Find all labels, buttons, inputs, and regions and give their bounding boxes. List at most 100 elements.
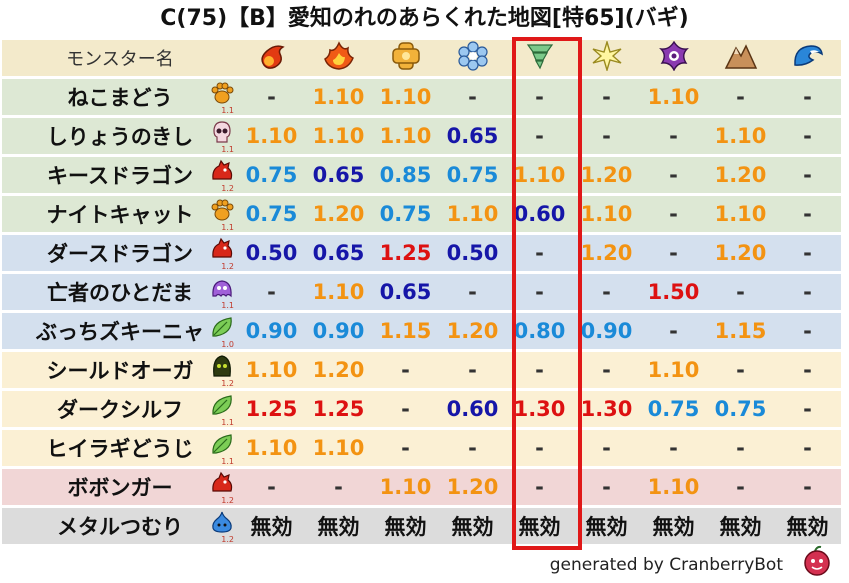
resistance-value-cell: -	[774, 388, 841, 429]
resistance-value-cell: 1.10	[305, 115, 372, 156]
header-row: モンスター名	[2, 37, 841, 78]
resistance-value-cell: 0.75	[238, 154, 305, 195]
resistance-value-cell: 0.90	[573, 310, 640, 351]
resistance-value-cell: 1.10	[305, 271, 372, 312]
monster-name-cell: メタルつむり 1.2	[2, 505, 238, 544]
table-row: ボボンガー 1.2- -1.10 1.20- -1.10- -	[2, 466, 841, 507]
resistance-value-cell: 無効	[506, 505, 573, 544]
table-row: メタルつむり 1.2 無効 無効 無効 無効 無効 無効 無効 無効 無効	[2, 505, 841, 544]
monster-name-cell: ダースドラゴン 1.2	[2, 232, 238, 273]
resistance-value-cell: 0.65	[372, 271, 439, 312]
snow-icon	[439, 37, 506, 78]
resistance-value-cell: 無効	[640, 505, 707, 544]
resistance-value-cell: -	[707, 349, 774, 390]
monster-name: ダースドラゴン	[47, 242, 193, 266]
resistance-value-cell: 1.20	[573, 232, 640, 273]
resistance-value-cell: -	[506, 76, 573, 117]
resistance-value-cell: 1.30	[506, 388, 573, 429]
resistance-value-cell: -	[640, 115, 707, 156]
dragon-icon	[210, 237, 234, 261]
resistance-value-cell: -	[506, 466, 573, 507]
table-row: キースドラゴン 1.2 0.75 0.65 0.85 0.75 1.10 1.20-1.20-	[2, 154, 841, 195]
monster-name: ダークシルフ	[57, 398, 183, 422]
resistance-value-cell: -	[774, 310, 841, 351]
monster-name-cell: ボボンガー 1.2	[2, 466, 238, 507]
monster-multiplier: 1.2	[221, 496, 234, 505]
leaf-icon	[210, 315, 234, 339]
resistance-value-cell: 無効	[305, 505, 372, 544]
resistance-value-cell: 0.75	[707, 388, 774, 429]
resistance-value-cell: 0.75	[640, 388, 707, 429]
monster-name: ボボンガー	[67, 476, 173, 500]
dragon-icon	[210, 471, 234, 495]
resistance-value-cell: -	[439, 427, 506, 468]
resistance-value-cell: -	[640, 232, 707, 273]
resistance-value-cell: -	[573, 76, 640, 117]
resistance-value-cell: -	[573, 349, 640, 390]
resistance-value-cell: -	[573, 271, 640, 312]
resistance-value-cell: 無効	[774, 505, 841, 544]
resistance-value-cell: 0.50	[238, 232, 305, 273]
monster-name: ナイトキャット	[46, 203, 194, 227]
resistance-value-cell: 1.20	[305, 193, 372, 234]
monster-name: キースドラゴン	[47, 164, 193, 188]
resistance-value-cell: -	[774, 154, 841, 195]
resistance-value-cell: -	[372, 388, 439, 429]
ice-icon	[372, 37, 439, 78]
resistance-value-cell: 1.10	[238, 115, 305, 156]
resistance-value-cell: -	[707, 466, 774, 507]
resistance-value-cell: 1.10	[506, 154, 573, 195]
resistance-value-cell: 無効	[707, 505, 774, 544]
resistance-value-cell: -	[573, 466, 640, 507]
resistance-value-cell: 0.60	[506, 193, 573, 234]
fire-icon	[238, 37, 305, 78]
resistance-value-cell: 0.90	[305, 310, 372, 351]
resistance-value-cell: -	[506, 271, 573, 312]
monster-multiplier: 1.1	[221, 301, 234, 310]
resistance-value-cell: 1.10	[640, 466, 707, 507]
light-icon	[573, 37, 640, 78]
resistance-value-cell: 無効	[439, 505, 506, 544]
resistance-value-cell: 1.10	[305, 427, 372, 468]
dark-icon	[640, 37, 707, 78]
monster-name: ヒイラギどうじ	[46, 437, 194, 461]
table-row: しりょうのきし 1.1 1.10 1.10 1.10 0.65- - -1.10-	[2, 115, 841, 156]
resistance-value-cell: -	[774, 115, 841, 156]
cranberry-icon	[801, 545, 833, 577]
resistance-value-cell: -	[774, 271, 841, 312]
resistance-value-cell: 1.30	[573, 388, 640, 429]
resistance-value-cell: 1.20	[707, 154, 774, 195]
monster-multiplier: 1.2	[221, 379, 234, 388]
monster-name: シールドオーガ	[46, 359, 194, 383]
resistance-value-cell: 0.90	[238, 310, 305, 351]
resistance-value-cell: 1.10	[640, 76, 707, 117]
monster-name: ぶっちズキーニャ	[36, 320, 204, 344]
monster-name: しりょうのきし	[46, 125, 194, 149]
paw-icon	[210, 198, 234, 222]
slime-icon	[210, 510, 234, 534]
resistance-value-cell: -	[774, 193, 841, 234]
explosion-icon	[305, 37, 372, 78]
resistance-value-cell: -	[774, 232, 841, 273]
resistance-value-cell: 0.75	[372, 193, 439, 234]
table-row: ぶっちズキーニャ 1.0 0.90 0.90 1.15 1.20 0.80 0.90-1.15…	[2, 310, 841, 351]
monster-name-cell: ナイトキャット 1.1	[2, 193, 238, 234]
resistance-value-cell: -	[439, 76, 506, 117]
monster-name-cell: シールドオーガ 1.2	[2, 349, 238, 390]
table-row: ダースドラゴン 1.2 0.50 0.65 1.25 0.50-1.20-1.20-	[2, 232, 841, 273]
monster-name-cell: ダークシルフ 1.1	[2, 388, 238, 429]
resistance-value-cell: 1.20	[439, 466, 506, 507]
monster-multiplier: 1.2	[221, 535, 234, 544]
hood-icon	[210, 354, 234, 378]
highlight-frame	[512, 37, 582, 550]
dragon-icon	[210, 159, 234, 183]
resistance-value-cell: 1.15	[372, 310, 439, 351]
monster-multiplier: 1.1	[221, 418, 234, 427]
page-title: C(75)【B】愛知のれのあらくれた地図[特65](バギ)	[160, 6, 689, 31]
resistance-value-cell: 1.15	[707, 310, 774, 351]
resistance-value-cell: -	[640, 154, 707, 195]
resistance-value-cell: 1.10	[372, 76, 439, 117]
resistance-value-cell: 1.10	[707, 115, 774, 156]
resistance-value-cell: -	[506, 349, 573, 390]
resistance-value-cell: 0.75	[439, 154, 506, 195]
